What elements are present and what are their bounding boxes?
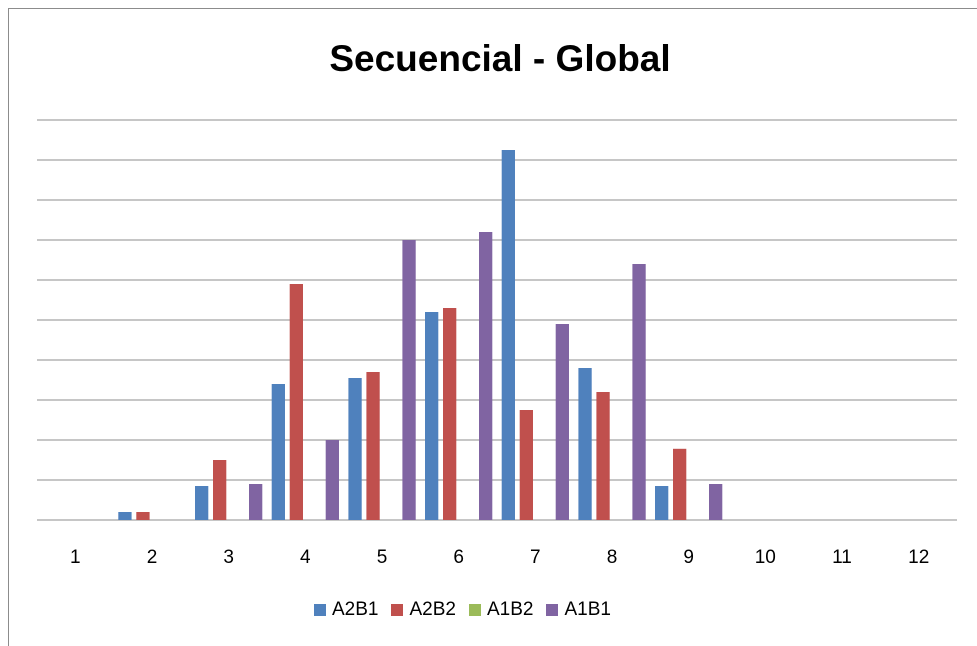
x-tick-label: 10 bbox=[755, 547, 776, 568]
legend-swatch bbox=[314, 604, 326, 616]
bar-A2B1-4 bbox=[271, 384, 285, 520]
bar-A2B2-6 bbox=[443, 308, 457, 520]
bar-A1B1-5 bbox=[402, 240, 416, 520]
legend-label: A1B2 bbox=[486, 599, 534, 620]
bar-A2B1-3 bbox=[195, 486, 209, 520]
x-tick-label: 6 bbox=[453, 547, 464, 568]
bars bbox=[118, 150, 723, 520]
x-tick-label: 8 bbox=[607, 547, 618, 568]
bar-A2B1-8 bbox=[578, 368, 592, 520]
legend-swatch bbox=[468, 604, 481, 616]
bar-A2B2-8 bbox=[596, 392, 610, 520]
legend-item: A2B2 bbox=[391, 599, 456, 621]
legend-swatch bbox=[391, 604, 404, 616]
x-tick-label: 2 bbox=[147, 547, 158, 568]
x-tick-label: 4 bbox=[300, 547, 311, 568]
bar-A2B2-3 bbox=[213, 460, 227, 520]
chart-title: Secuencial - Global bbox=[329, 38, 671, 79]
x-tick-label: 11 bbox=[832, 547, 852, 568]
x-tick-labels: 1 2 3 4 5 6 7 8 9 10 11 12 bbox=[70, 547, 929, 568]
bar-A1B1-7 bbox=[555, 324, 569, 520]
x-tick-label: 12 bbox=[908, 547, 929, 568]
bar-A2B2-4 bbox=[289, 284, 303, 520]
bar-A1B1-3 bbox=[249, 484, 263, 520]
bar-A2B1-6 bbox=[425, 312, 439, 520]
x-tick-label: 5 bbox=[377, 547, 388, 568]
bar-A2B2-7 bbox=[519, 410, 533, 520]
legend-label: A2B2 bbox=[409, 599, 456, 620]
x-tick-label: 1 bbox=[70, 547, 81, 568]
bar-A2B2-2 bbox=[136, 512, 150, 520]
x-tick-label: 7 bbox=[530, 547, 541, 568]
bar-A1B1-9 bbox=[709, 484, 723, 520]
legend-label: A2B1 bbox=[332, 599, 379, 620]
legend-label: A1B1 bbox=[564, 599, 611, 620]
legend: A2B1 A2B2 A1B2 A1B1 bbox=[314, 598, 624, 622]
chart-border bbox=[8, 8, 977, 646]
gridlines bbox=[37, 119, 957, 521]
bar-A2B1-9 bbox=[655, 486, 669, 520]
bar-A1B1-8 bbox=[632, 264, 646, 520]
bar-A1B1-4 bbox=[325, 440, 339, 520]
legend-item: A1B1 bbox=[546, 599, 611, 621]
bar-A2B2-9 bbox=[673, 448, 687, 520]
x-tick-label: 3 bbox=[223, 547, 234, 568]
bar-A1B1-6 bbox=[479, 232, 493, 520]
bar-A2B2-5 bbox=[366, 372, 380, 520]
bar-A2B1-2 bbox=[118, 512, 132, 520]
bar-A2B1-7 bbox=[501, 150, 515, 520]
legend-swatch bbox=[546, 604, 559, 616]
legend-item: A1B2 bbox=[468, 599, 534, 621]
bar-A2B1-5 bbox=[348, 378, 362, 520]
x-tick-label: 9 bbox=[683, 547, 694, 568]
legend-item: A2B1 bbox=[314, 599, 378, 621]
